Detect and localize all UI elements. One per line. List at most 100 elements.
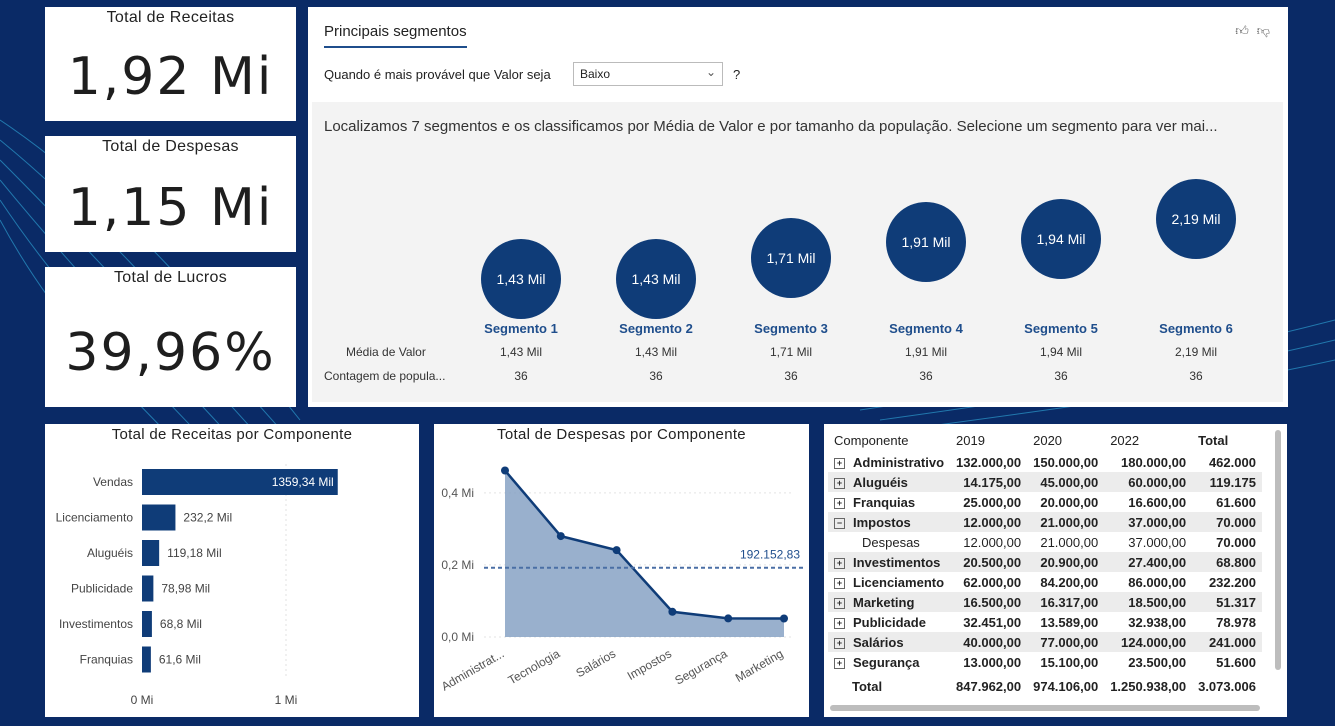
despesas-area-chart-card: Total de Despesas por Componente 0,0 Mi 0… bbox=[434, 424, 809, 717]
segment-media: 2,19 Mil bbox=[1174, 345, 1218, 359]
expand-icon[interactable]: + bbox=[834, 637, 845, 649]
cell-total: 68.800 bbox=[1192, 552, 1262, 572]
bar-value-label: 61,6 Mil bbox=[159, 653, 201, 667]
expand-icon[interactable]: + bbox=[834, 577, 845, 589]
expand-icon[interactable]: + bbox=[834, 657, 845, 669]
table-row[interactable]: + Aluguéis 14.175,00 45.000,00 60.000,00 119.… bbox=[828, 472, 1262, 492]
y-tick-label: 0,4 Mi bbox=[441, 486, 474, 500]
kpi-title: Total de Receitas bbox=[106, 9, 235, 26]
feedback-icons: 👍︎ 👎︎ bbox=[1227, 23, 1270, 39]
expand-icon[interactable]: + bbox=[834, 457, 845, 469]
row-header[interactable]: + Salários bbox=[828, 632, 951, 652]
average-label: 192.152,83 bbox=[740, 548, 800, 562]
segment-label[interactable]: Segmento 2 bbox=[619, 321, 693, 336]
table-row[interactable]: − Impostos 12.000,00 21.000,00 37.000,00 70.0… bbox=[828, 512, 1262, 532]
series-line bbox=[504, 469, 785, 620]
segment-bubble[interactable]: 1,91 Mil bbox=[886, 202, 966, 282]
cell-2022: 37.000,00 bbox=[1128, 534, 1187, 550]
segment-bubble[interactable]: 1,71 Mil bbox=[751, 218, 831, 298]
row-label: Salários bbox=[853, 634, 904, 650]
thumbs-down-icon[interactable]: 👎︎ bbox=[1256, 23, 1270, 38]
row-label: Franquias bbox=[853, 494, 916, 510]
row-header[interactable]: + Aluguéis bbox=[828, 472, 951, 492]
row-header[interactable]: Despesas bbox=[862, 534, 920, 550]
area-fill bbox=[505, 470, 784, 637]
tab-key-segments[interactable]: Principais segmentos bbox=[324, 23, 467, 48]
segment-contagem: 36 bbox=[514, 369, 528, 383]
row-header[interactable]: + Franquias bbox=[828, 492, 950, 512]
row-label: Licenciamento bbox=[853, 574, 945, 590]
col-header-2020[interactable]: 2020 bbox=[1033, 432, 1063, 448]
segment-label[interactable]: Segmento 5 bbox=[1024, 321, 1098, 336]
col-header-total[interactable]: Total bbox=[1198, 432, 1229, 448]
table-row[interactable]: + Publicidade 32.451,00 13.589,00 32.938,00 7… bbox=[828, 612, 1262, 632]
col-header-componente[interactable]: Componente bbox=[834, 432, 909, 448]
cell-2020: 15.100,00 bbox=[1040, 654, 1099, 670]
x-category-label: Impostos bbox=[625, 646, 674, 682]
expand-icon[interactable]: + bbox=[834, 497, 845, 509]
segment-label[interactable]: Segmento 4 bbox=[889, 321, 963, 336]
table-row[interactable]: + Investimentos 20.500,00 20.900,00 27.400,0… bbox=[828, 552, 1262, 572]
col-header-2022[interactable]: 2022 bbox=[1110, 432, 1140, 448]
segment-media: 1,43 Mil bbox=[634, 345, 678, 359]
cell-2022: 18.500,00 bbox=[1104, 592, 1193, 612]
table-row[interactable]: Despesas 12.000,00 21.000,00 37.000,00 70.00… bbox=[828, 532, 1262, 552]
table-row[interactable]: + Franquias 25.000,00 20.000,00 16.600,00 61.… bbox=[828, 492, 1262, 512]
row-label-media: Média de Valor bbox=[346, 345, 426, 359]
cell-2020: 45.000,00 bbox=[1027, 472, 1105, 492]
kpi-card-receitas[interactable]: Total de Receitas 1,92 Mi bbox=[45, 7, 296, 121]
row-header[interactable]: − Impostos bbox=[828, 512, 951, 532]
cell-2019: 62.000,00 bbox=[963, 574, 1022, 590]
row-header[interactable]: + Investimentos bbox=[828, 552, 951, 572]
expand-icon[interactable]: + bbox=[834, 557, 845, 569]
table-row[interactable]: + Salários 40.000,00 77.000,00 124.000,00 241… bbox=[828, 632, 1262, 652]
table-row[interactable]: + Licenciamento 62.000,00 84.200,00 86.000,0… bbox=[828, 572, 1262, 592]
cell-total: 462.000 bbox=[1208, 454, 1256, 470]
segment-contagem: 36 bbox=[919, 369, 933, 383]
segment-bubble[interactable]: 1,43 Mil bbox=[481, 239, 561, 319]
row-header[interactable]: + Marketing bbox=[828, 592, 951, 612]
table-row[interactable]: + Segurança 13.000,00 15.100,00 23.500,00 51.… bbox=[828, 652, 1262, 672]
expand-icon[interactable]: + bbox=[834, 597, 845, 609]
segment-label[interactable]: Segmento 6 bbox=[1159, 321, 1233, 336]
segment-label[interactable]: Segmento 3 bbox=[754, 321, 828, 336]
bar-category-label: Licenciamento bbox=[56, 511, 134, 525]
cell-2020: 84.200,00 bbox=[1040, 574, 1099, 590]
cell-2019: 12.000,00 bbox=[963, 534, 1022, 550]
expand-icon[interactable]: + bbox=[834, 617, 845, 629]
segment-bubble[interactable]: 1,94 Mil bbox=[1021, 199, 1101, 279]
row-label: Segurança bbox=[853, 654, 920, 670]
segments-description: Localizamos 7 segmentos e os classificam… bbox=[324, 118, 1218, 135]
col-header-2019[interactable]: 2019 bbox=[956, 432, 985, 448]
value-select[interactable]: Baixo ⌄ bbox=[573, 62, 723, 86]
horizontal-scrollbar[interactable] bbox=[830, 705, 1260, 711]
kpi-card-despesas[interactable]: Total de Despesas 1,15 Mi bbox=[45, 136, 296, 252]
segment-bubble[interactable]: 1,43 Mil bbox=[616, 239, 696, 319]
cell-2022: 124.000,00 bbox=[1104, 632, 1193, 652]
x-category-label: Segurança bbox=[672, 646, 730, 687]
row-header[interactable]: + Publicidade bbox=[828, 612, 950, 632]
data-point bbox=[724, 614, 733, 623]
data-point bbox=[556, 532, 565, 541]
receitas-bar-chart-card: Total de Receitas por Componente Vendas 1… bbox=[45, 424, 419, 717]
segment-contagem: 36 bbox=[784, 369, 798, 383]
segment-label[interactable]: Segmento 1 bbox=[484, 321, 558, 336]
vertical-scrollbar[interactable] bbox=[1275, 430, 1281, 670]
row-header[interactable]: + Segurança bbox=[828, 652, 950, 672]
x-tick-label: 0 Mi bbox=[131, 693, 154, 707]
thumbs-up-icon[interactable]: 👍︎ bbox=[1235, 23, 1249, 38]
total-2022: 1.250.938,00 bbox=[1110, 678, 1187, 694]
row-header[interactable]: + Administrativo bbox=[828, 452, 950, 472]
cell-2022: 23.500,00 bbox=[1128, 654, 1187, 670]
table-row[interactable]: + Administrativo 132.000,00 150.000,00 180.0… bbox=[828, 452, 1262, 472]
collapse-icon[interactable]: − bbox=[834, 517, 845, 529]
table-row[interactable]: + Marketing 16.500,00 16.317,00 18.500,00 51.… bbox=[828, 592, 1262, 612]
cell-total: 70.000 bbox=[1192, 512, 1262, 532]
cell-2019: 25.000,00 bbox=[963, 494, 1022, 510]
bar-value-label: 78,98 Mil bbox=[161, 582, 210, 596]
row-header[interactable]: + Licenciamento bbox=[828, 572, 950, 592]
kpi-card-lucros[interactable]: Total de Lucros 39,96% bbox=[45, 267, 296, 407]
segment-bubble[interactable]: 2,19 Mil bbox=[1156, 179, 1236, 259]
expand-icon[interactable]: + bbox=[834, 477, 845, 489]
componente-matrix: Componente 2019 2020 2022 Total + Adminis… bbox=[828, 428, 1262, 700]
